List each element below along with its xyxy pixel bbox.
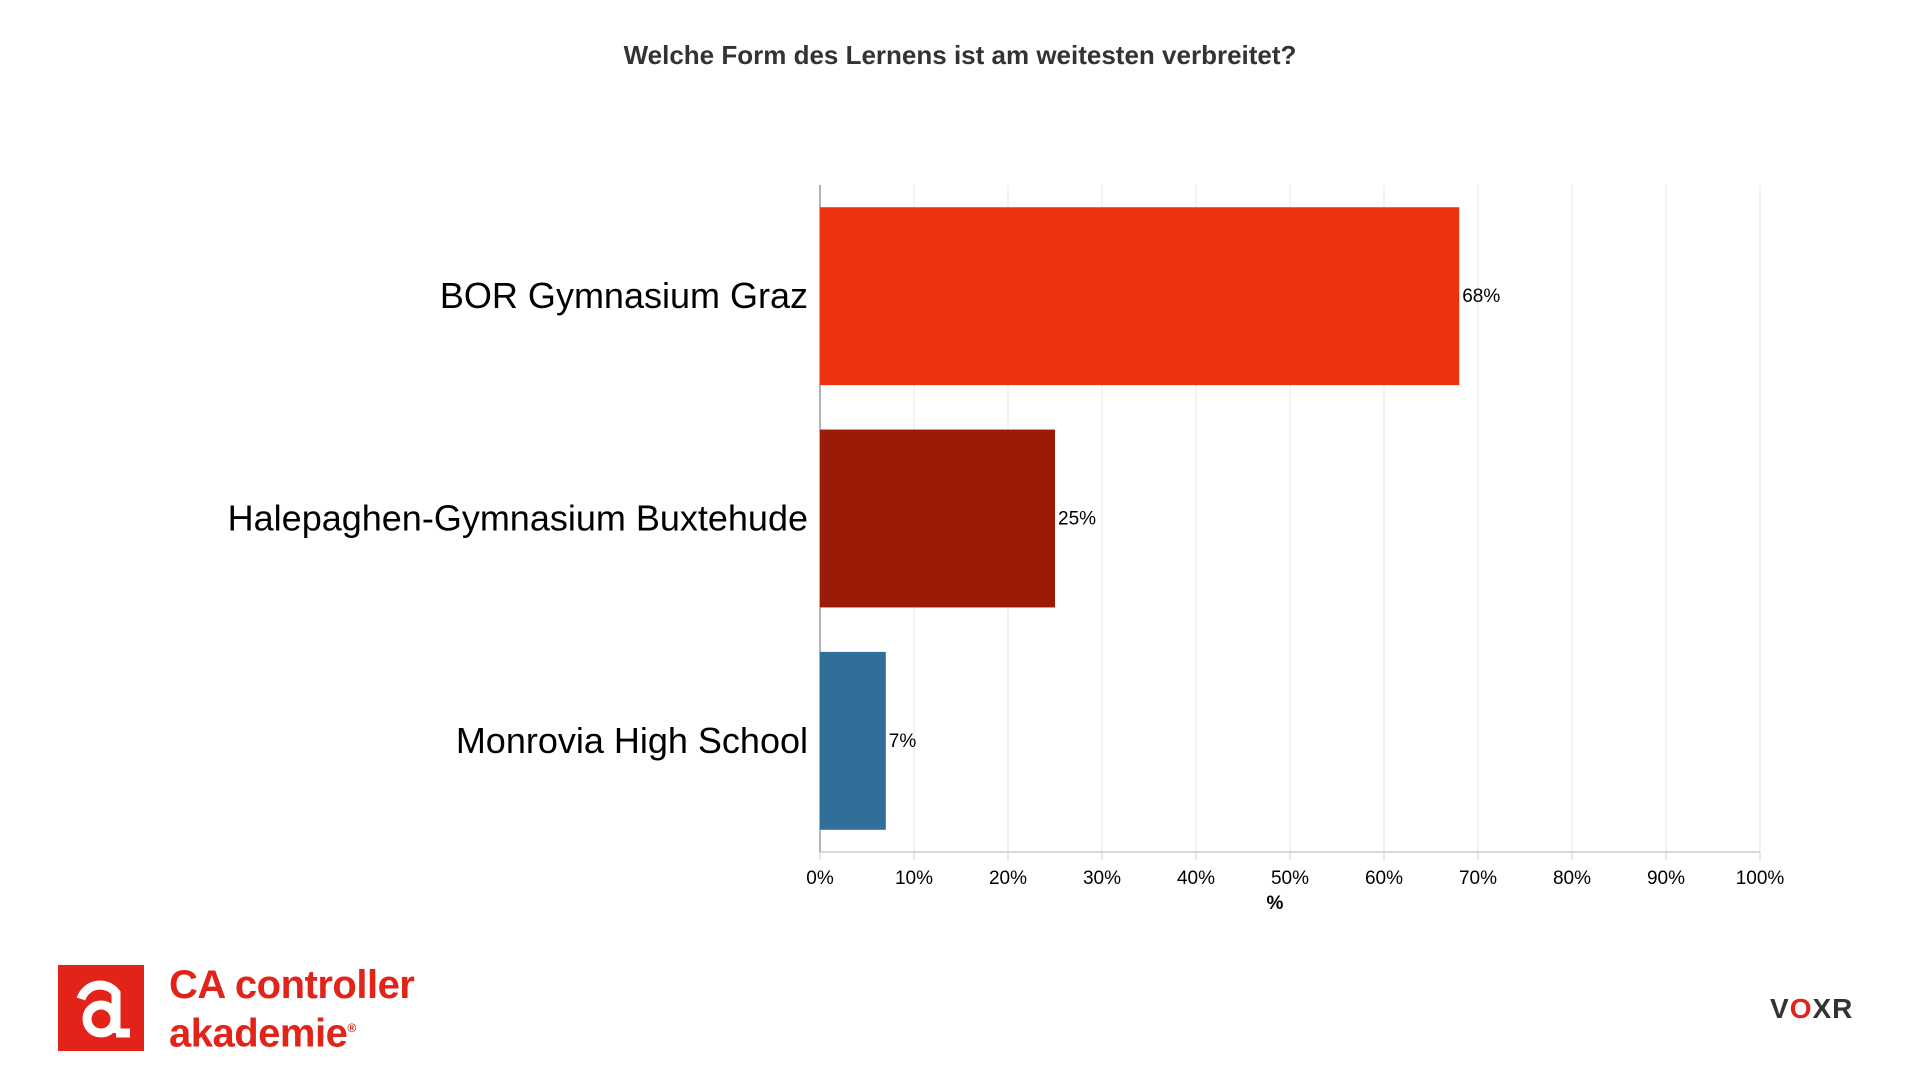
data-label: 25% [1058, 509, 1096, 530]
bars [820, 207, 1460, 830]
data-label: 68% [1462, 286, 1500, 307]
x-tick-label: 100% [1736, 868, 1785, 889]
bar [820, 429, 1055, 608]
category-label: BOR Gymnasium Graz [440, 275, 808, 316]
category-label: Monrovia High School [456, 720, 808, 761]
x-tick-label: 20% [989, 868, 1027, 889]
bar-chart: BOR Gymnasium Graz Halepaghen-Gymnasium B… [228, 185, 1784, 914]
logo-line-1: CA controller [169, 963, 415, 1007]
x-tick-label: 40% [1177, 868, 1215, 889]
x-tick-label: 0% [806, 868, 834, 889]
x-tick-label: 30% [1083, 868, 1121, 889]
bar [820, 651, 886, 830]
x-tick-label: 80% [1553, 868, 1591, 889]
x-tick-label: 60% [1365, 868, 1403, 889]
x-tick-label: 10% [895, 868, 933, 889]
x-tick-label: 50% [1271, 868, 1309, 889]
logo-line-2: akademie® [169, 1011, 356, 1056]
chart-title: Welche Form des Lernens ist am weitesten… [623, 40, 1297, 70]
x-tick-labels: 0% 10% 20% 30% 40% 50% 60% 70% 80% 90% 100% [806, 868, 1784, 889]
data-labels: 68% 25% 7% [889, 286, 1501, 752]
ca-logo-text: CA controller akademie® [169, 963, 415, 1056]
voxr-logo: VOXR [1770, 993, 1854, 1024]
category-label: Halepaghen-Gymnasium Buxtehude [228, 498, 808, 539]
ca-logo-icon [58, 965, 144, 1051]
x-tick-label: 70% [1459, 868, 1497, 889]
category-labels: BOR Gymnasium Graz Halepaghen-Gymnasium B… [228, 275, 808, 761]
bar [820, 207, 1460, 386]
x-axis-label: % [1267, 893, 1284, 914]
x-tick-label: 90% [1647, 868, 1685, 889]
data-label: 7% [889, 731, 917, 752]
